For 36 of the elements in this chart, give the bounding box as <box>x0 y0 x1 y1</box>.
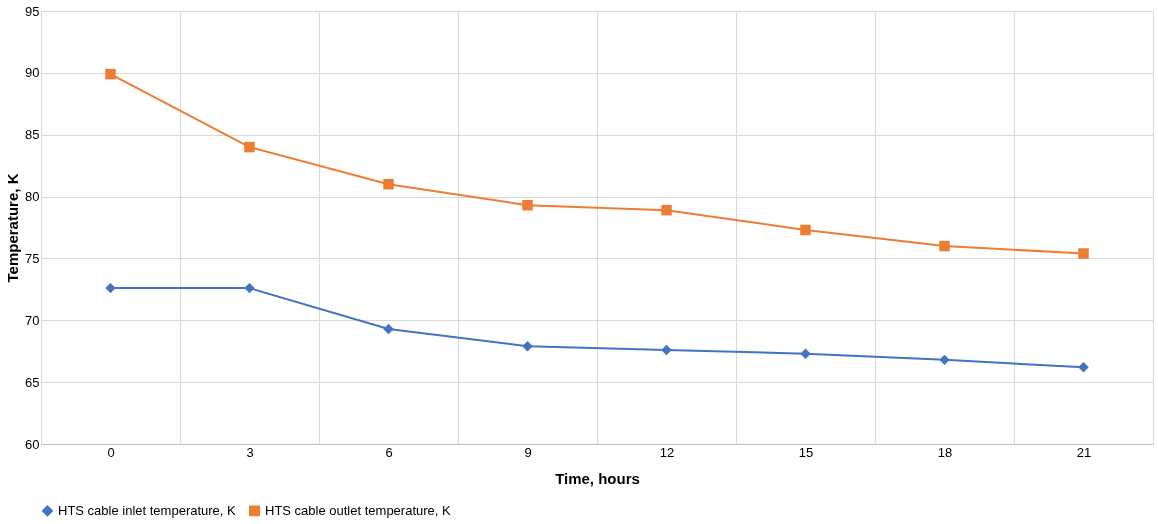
point <box>522 341 533 352</box>
point <box>1078 248 1089 259</box>
point <box>383 323 394 335</box>
y-tick-label: 65 <box>25 374 40 390</box>
point <box>939 240 950 252</box>
point <box>244 282 255 294</box>
legend-label: HTS cable outlet temperature, K <box>265 502 452 518</box>
point <box>383 178 394 190</box>
point <box>800 348 811 359</box>
y-tick-label: 85 <box>25 127 40 143</box>
x-tick-label: 18 <box>937 444 953 460</box>
point <box>522 199 533 211</box>
y-tick-label: 80 <box>25 189 40 205</box>
y-tick-label: 75 <box>25 250 40 266</box>
point <box>105 68 116 80</box>
x-axis-title: Time, hours <box>555 469 640 487</box>
x-tick-label: 6 <box>385 444 393 460</box>
point <box>661 344 672 356</box>
point <box>244 141 255 153</box>
y-tick-label: 95 <box>25 3 40 19</box>
y-tick-label: 60 <box>25 436 40 452</box>
point <box>661 204 672 216</box>
point <box>105 282 116 294</box>
x-tick-label: 21 <box>1076 444 1092 460</box>
x-tick-label: 0 <box>107 444 115 460</box>
x-tick-label: 15 <box>798 444 814 460</box>
point <box>800 224 811 236</box>
legend-label: HTS cable inlet temperature, K <box>58 502 237 518</box>
x-tick-label: 3 <box>246 444 254 460</box>
y-axis-title: Temperature, K <box>4 173 22 283</box>
y-tick-label: 90 <box>25 65 40 81</box>
point <box>939 354 950 366</box>
y-tick-label: 70 <box>25 312 40 328</box>
x-tick-label: 12 <box>659 444 675 460</box>
point <box>1078 362 1089 373</box>
x-tick-label: 9 <box>524 444 532 460</box>
